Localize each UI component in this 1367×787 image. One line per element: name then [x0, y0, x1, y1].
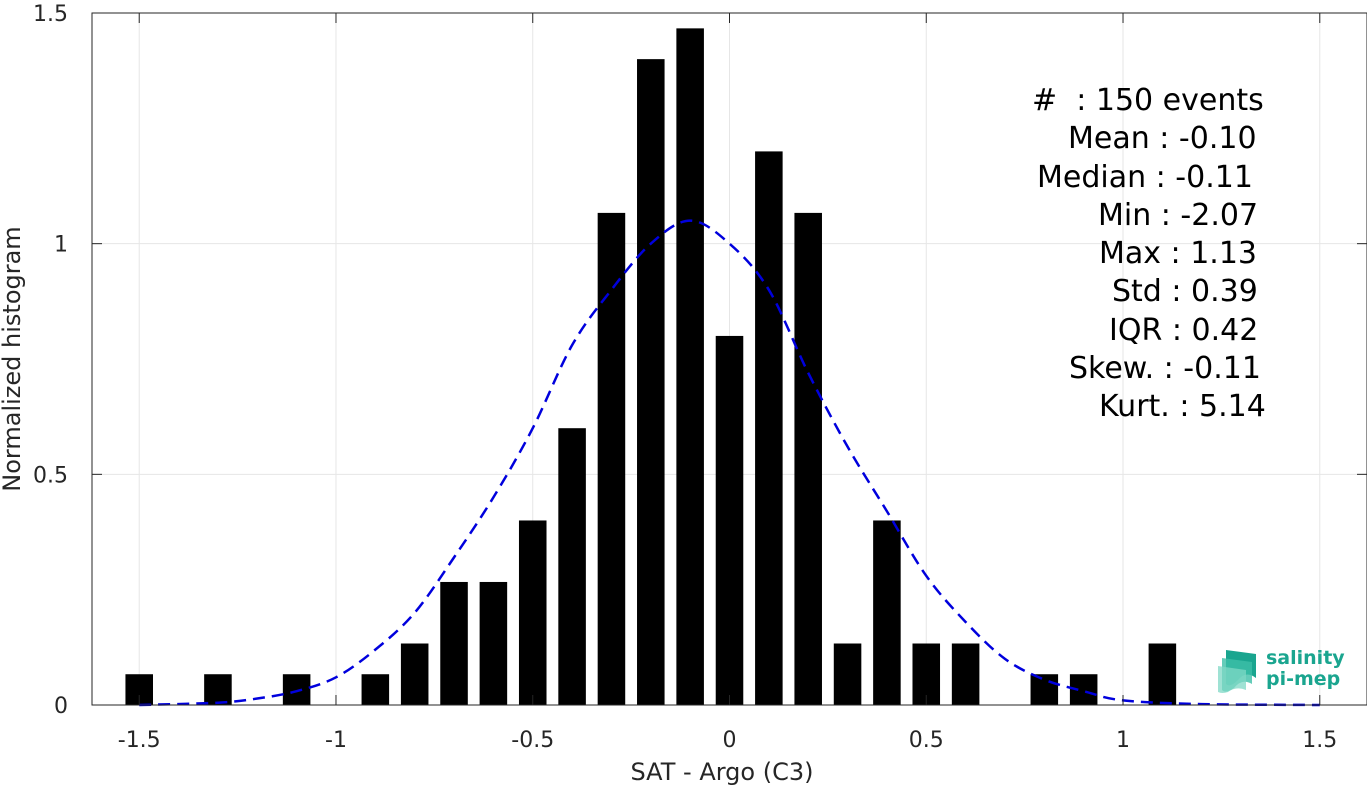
normal-fit-curve: [139, 219, 1320, 707]
histogram-bar: [518, 520, 547, 705]
logo-wave-icon: [1218, 650, 1256, 693]
x-tick-label: 1.5: [1302, 728, 1337, 753]
stat-iqr: IQR : 0.42: [1109, 312, 1259, 348]
histogram-bar: [676, 28, 704, 705]
y-axis-title: Normalized histogram: [0, 226, 26, 491]
logo-text: salinity pi-mep: [1266, 648, 1345, 690]
histogram-bar: [361, 674, 390, 705]
stat-median: Median : -0.11: [1037, 159, 1253, 195]
y-tick-label: 0: [54, 694, 68, 719]
stat-min: Min : -2.07: [1098, 197, 1259, 233]
y-tick-label: 0.5: [33, 463, 68, 488]
histogram-bar: [715, 335, 744, 705]
x-tick-label: 0: [723, 728, 737, 753]
x-axis-title: SAT - Argo (C3): [631, 758, 814, 786]
statistics-panel: # : 150 events Mean : -0.10 Median : -0.…: [990, 82, 1290, 427]
stat-skew: Skew. : -0.11: [1069, 351, 1261, 387]
histogram-bar: [794, 212, 822, 705]
histogram-bar: [440, 581, 468, 705]
stat-events: # : 150 events: [1032, 83, 1264, 118]
histogram-bar: [637, 59, 665, 705]
histogram-bar: [204, 674, 232, 705]
histogram-bar: [755, 151, 783, 705]
y-axis-ticks: 0 0.5 1 1.5: [33, 2, 1367, 719]
histogram-bar: [597, 212, 626, 705]
histogram-bar: [1030, 674, 1059, 705]
stat-max: Max : 1.13: [1099, 236, 1257, 272]
histogram-bar: [873, 520, 901, 705]
y-tick-label: 1.5: [33, 2, 68, 27]
stat-std: Std : 0.39: [1112, 274, 1258, 310]
logo-line-salinity: salinity: [1266, 647, 1345, 669]
y-tick-label: 1: [54, 233, 68, 258]
histogram-bar: [951, 643, 980, 705]
histogram-bar: [400, 643, 429, 705]
x-tick-label: -1: [325, 728, 347, 753]
logo-line-pimep: pi-mep: [1266, 668, 1341, 690]
histogram-bar: [558, 428, 586, 705]
x-tick-label: 0.5: [909, 728, 944, 753]
stat-mean: Mean : -0.10: [1068, 121, 1257, 157]
salinity-pimep-logo: salinity pi-mep: [1216, 648, 1346, 696]
histogram-bar: [912, 643, 941, 705]
x-tick-label: -1.5: [118, 728, 161, 753]
x-tick-label: 1: [1116, 728, 1130, 753]
histogram-bar: [479, 581, 508, 705]
histogram-bars: [125, 28, 1177, 705]
x-axis-ticks: -1.5 -1 -0.5 0 0.5 1 1.5: [118, 13, 1337, 753]
histogram-bar: [282, 674, 311, 705]
x-tick-label: -0.5: [511, 728, 554, 753]
histogram-bar: [1148, 643, 1177, 705]
histogram-bar: [833, 643, 862, 705]
stat-kurt: Kurt. : 5.14: [1099, 389, 1266, 425]
